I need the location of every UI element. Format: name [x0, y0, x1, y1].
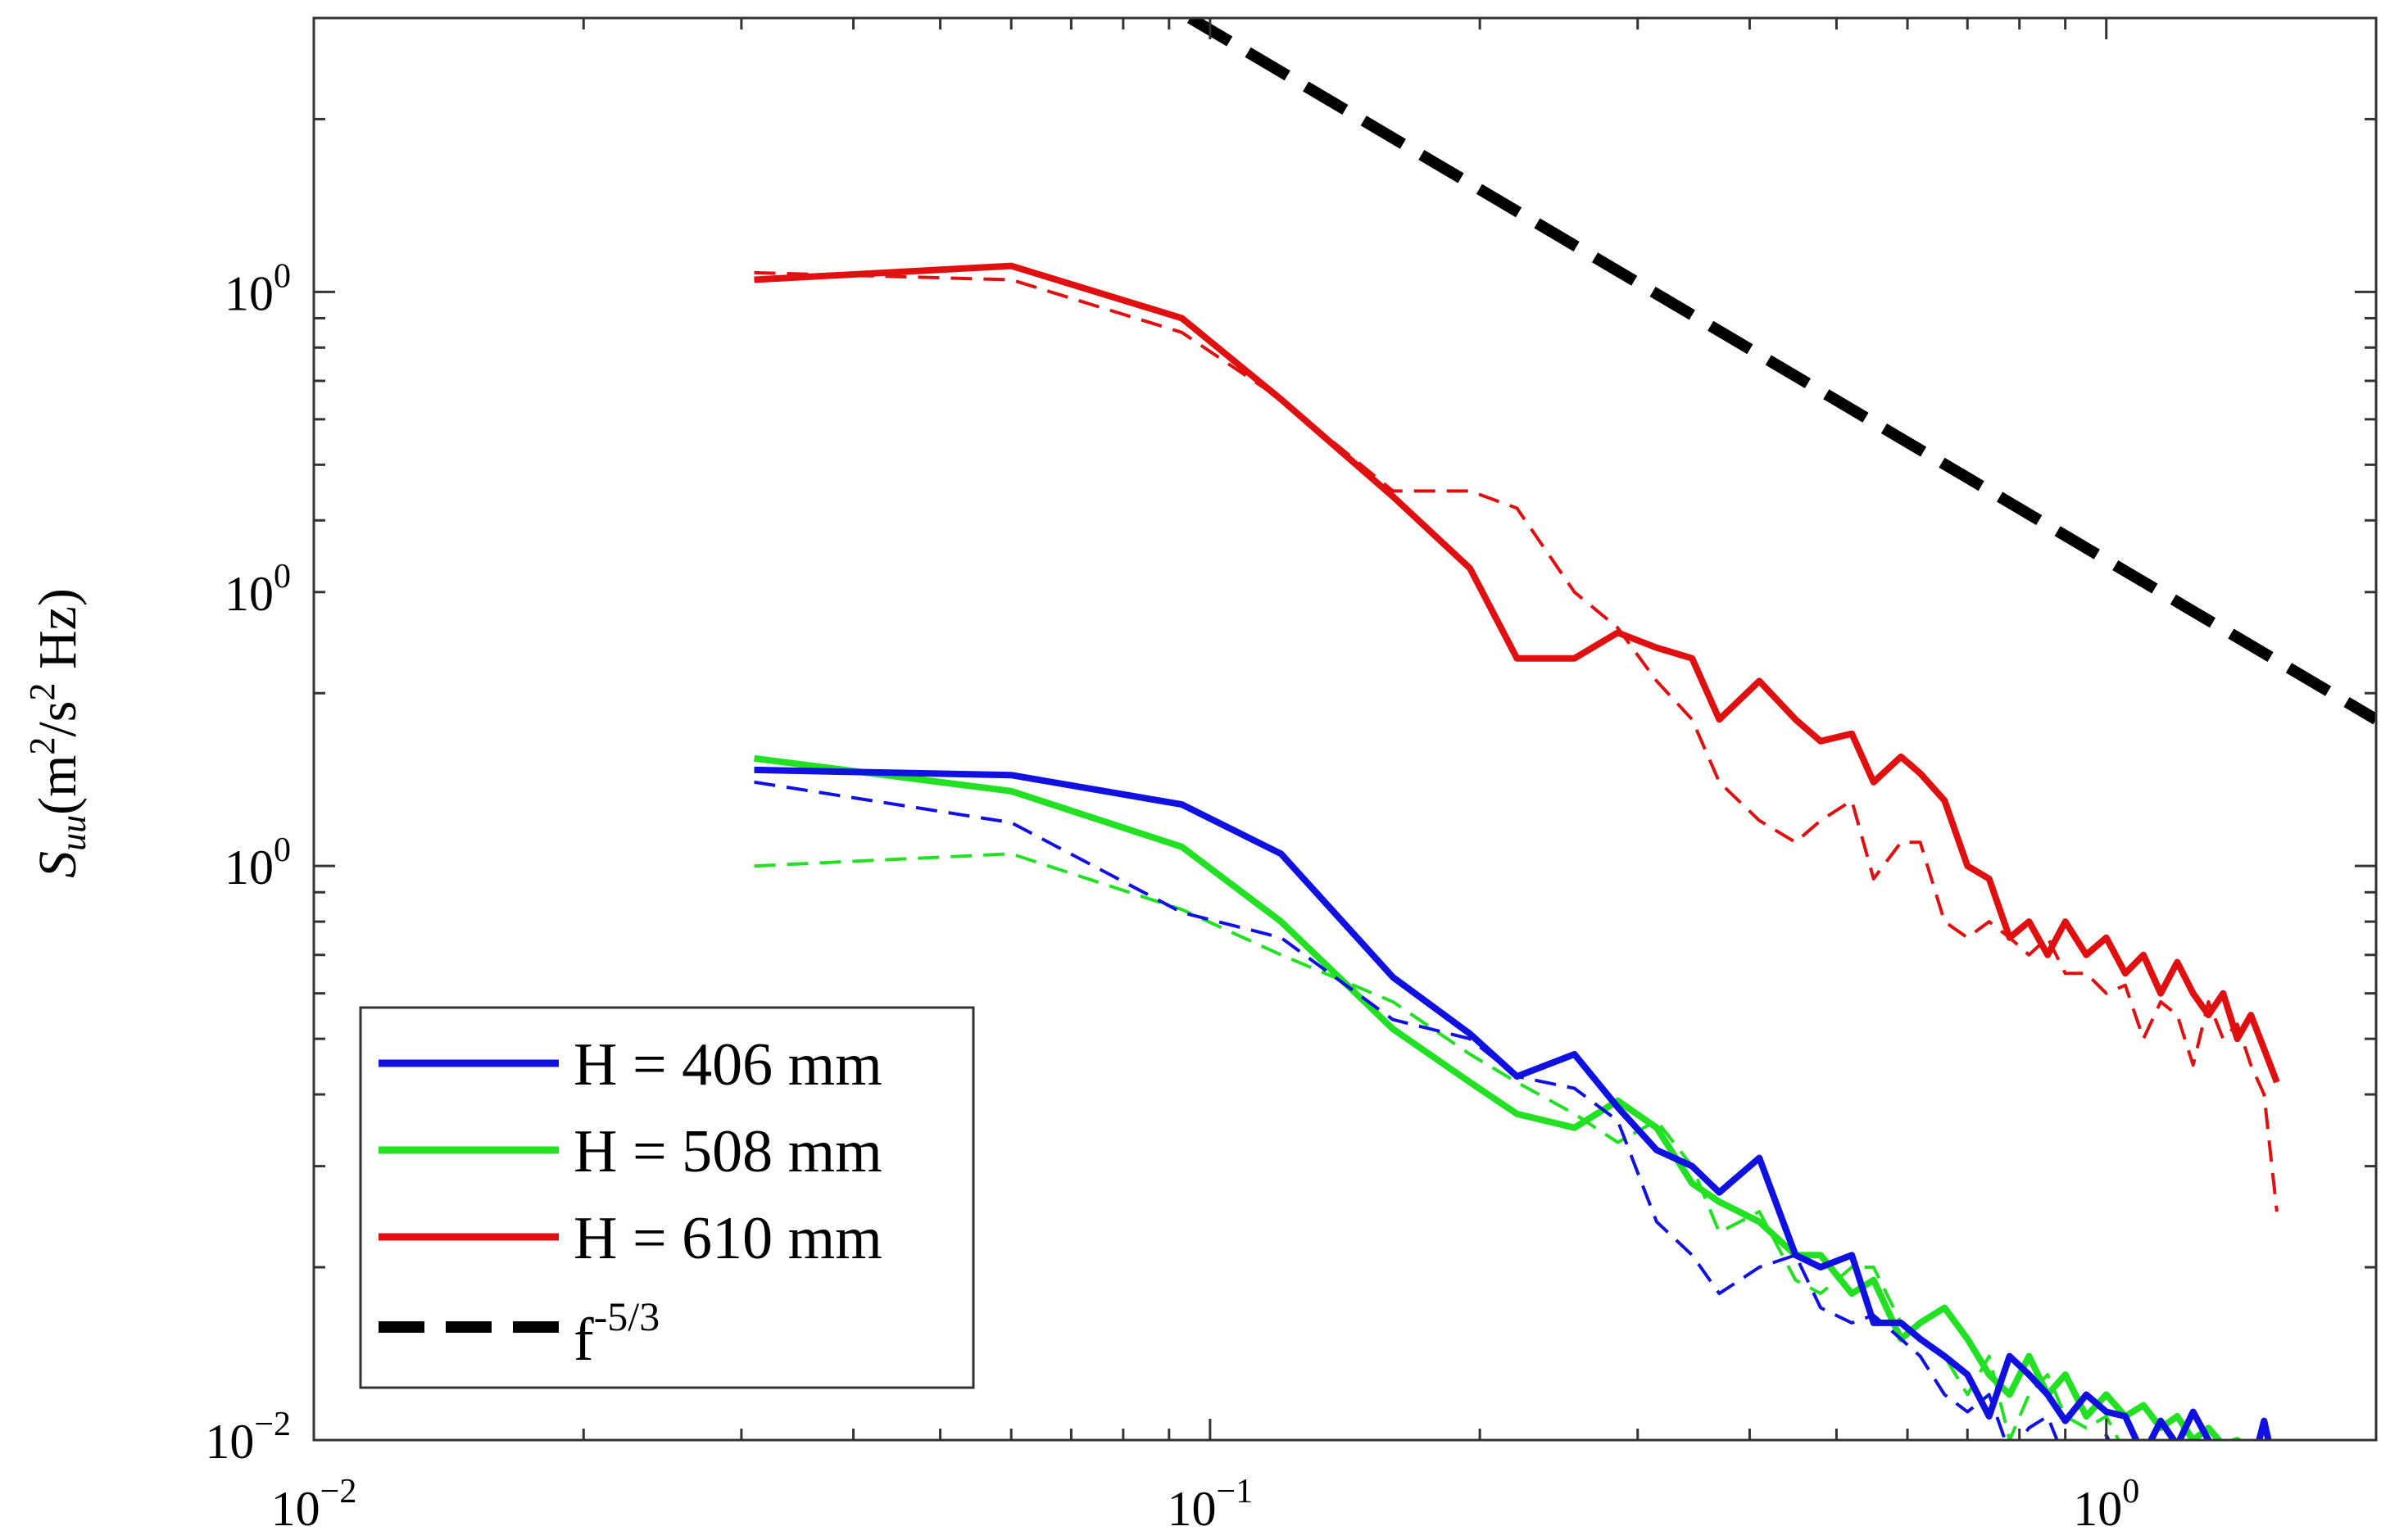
legend-label-406: H = 406 mm — [574, 1031, 882, 1098]
series-layer — [753, 18, 2376, 1440]
y-tick-label-1-base: 10 — [224, 840, 274, 895]
series-line-0 — [754, 262, 2280, 1084]
y-tick-label-2-exp: 0 — [274, 558, 291, 596]
y-tick-label-2-base: 10 — [224, 567, 274, 621]
legend: H = 406 mm H = 508 mm H = 610 mm f-5/3 — [359, 1006, 975, 1389]
x-tick-label-0-exp: −2 — [320, 1473, 357, 1511]
x-tick-label-2: 100 — [2073, 1473, 2139, 1536]
series-line-4 — [754, 766, 2272, 1440]
y-tick-label-3-base: 10 — [224, 266, 274, 320]
y-tick-label-1: 100 — [224, 831, 291, 895]
plot-frame — [312, 16, 2378, 1442]
x-tick-label-0: 10−2 — [271, 1473, 357, 1536]
y-tick-label-3-exp: 0 — [274, 257, 291, 295]
legend-label-f53-sup: -5/3 — [594, 1293, 660, 1339]
legend-label-508: H = 508 mm — [574, 1118, 882, 1185]
y-tick-label-2: 100 — [224, 558, 291, 621]
y-axis-symbol: S — [28, 851, 88, 878]
y-axis-subscript: uu — [53, 815, 93, 851]
legend-label-610: H = 610 mm — [574, 1205, 882, 1272]
series-line-1 — [754, 270, 2279, 1212]
y-axis-units-close: Hz) — [28, 588, 88, 682]
series-line-3 — [754, 852, 2146, 1440]
x-tick-label-1-base: 10 — [1168, 1482, 1217, 1536]
y-tick-label-0: 10−2 — [205, 1406, 291, 1469]
plot-area — [753, 18, 2376, 1440]
y-axis-units-mid: /s — [28, 701, 88, 737]
y-tick-label-1-exp: 0 — [274, 831, 291, 869]
x-tick-label-2-exp: 0 — [2122, 1473, 2139, 1511]
y-tick-label-0-base: 10 — [205, 1415, 254, 1469]
y-axis-units-open: (m — [28, 755, 88, 815]
y-tick-label-0-exp: −2 — [254, 1406, 291, 1443]
legend-label-f53: f-5/3 — [574, 1293, 660, 1374]
x-tick-label-2-base: 10 — [2073, 1482, 2122, 1536]
legend-label-f53-base: f — [574, 1307, 594, 1374]
y-axis-units-sup1: 2 — [22, 737, 62, 755]
y-tick-label-3: 100 — [224, 257, 291, 320]
y-axis-label: Suu(m2/s2 Hz) — [22, 588, 93, 878]
series-line-5 — [754, 780, 2111, 1440]
svg-text:Suu(m2/s2 Hz): Suu(m2/s2 Hz) — [22, 588, 93, 878]
x-tick-label-1: 10−1 — [1168, 1473, 1254, 1536]
series-line-2 — [753, 754, 2243, 1440]
x-tick-label-0-base: 10 — [271, 1482, 320, 1536]
x-tick-label-1-exp: −1 — [1217, 1473, 1254, 1511]
y-axis-units-sup2: 2 — [22, 683, 62, 701]
series-line-6 — [1186, 18, 2376, 725]
